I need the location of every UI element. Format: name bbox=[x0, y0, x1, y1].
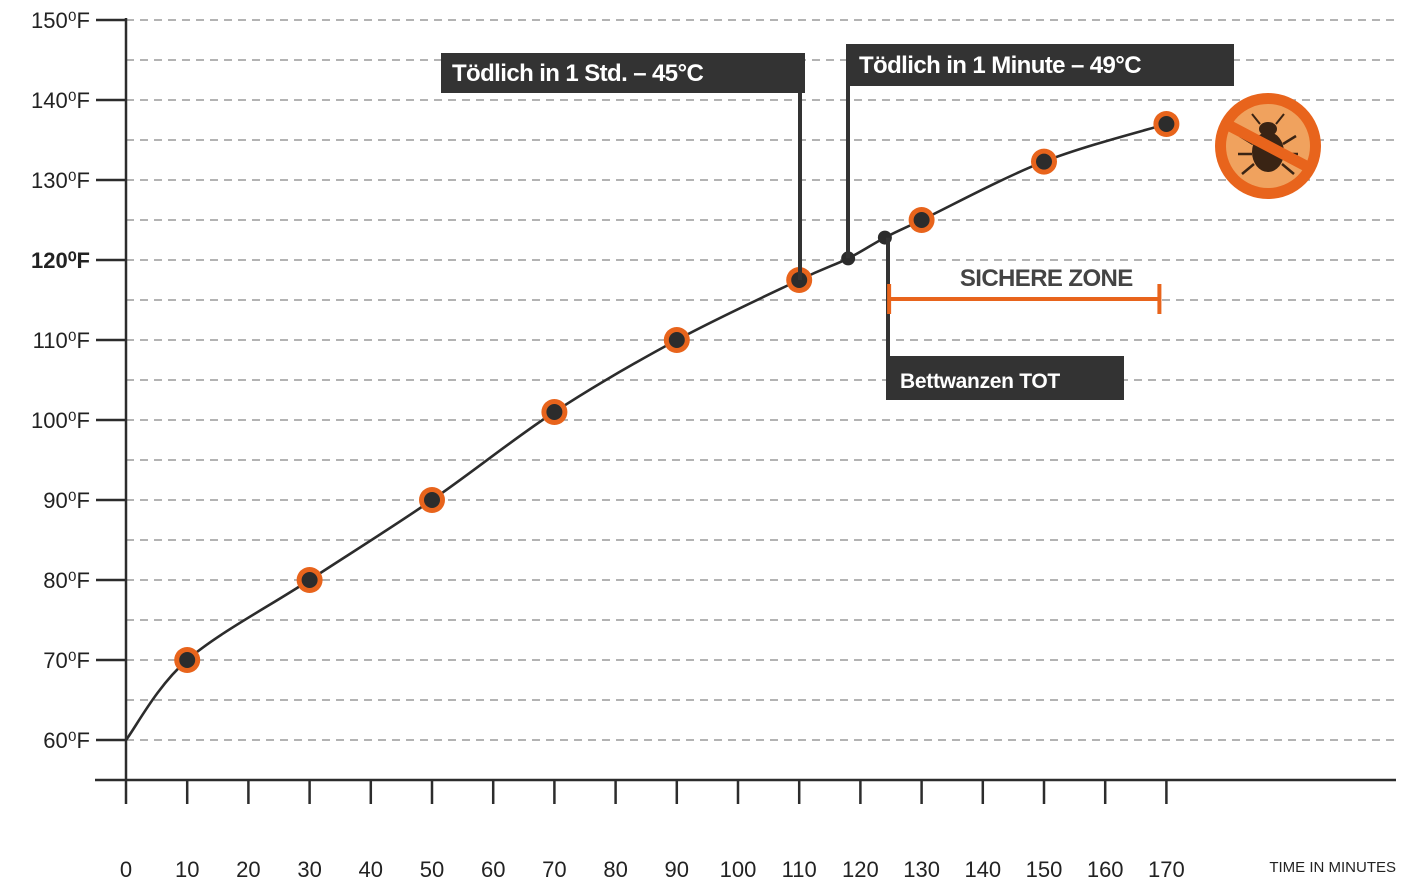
x-tick-label: 40 bbox=[359, 857, 383, 882]
x-tick-label: 150 bbox=[1026, 857, 1063, 882]
x-tick-label: 70 bbox=[542, 857, 566, 882]
no-bedbug-icon bbox=[1215, 93, 1321, 199]
x-tick-label: 160 bbox=[1087, 857, 1124, 882]
x-tick-label: 10 bbox=[175, 857, 199, 882]
data-point bbox=[301, 572, 318, 588]
annotation-box bbox=[848, 44, 1234, 86]
x-tick-label: 140 bbox=[964, 857, 1001, 882]
x-tick-label: 110 bbox=[782, 857, 817, 882]
y-tick-label: 150⁰F bbox=[31, 8, 90, 33]
x-tick-label: 130 bbox=[903, 857, 940, 882]
x-tick-label: 90 bbox=[665, 857, 689, 882]
safe-zone: SICHERE ZONE bbox=[887, 265, 1162, 314]
x-tick-label: 30 bbox=[297, 857, 321, 882]
data-point bbox=[668, 332, 685, 348]
y-tick-label: 60⁰F bbox=[43, 728, 90, 753]
safe-zone-label: SICHERE ZONE bbox=[960, 265, 1133, 292]
x-tick-label: 80 bbox=[603, 857, 627, 882]
x-tick-label: 120 bbox=[842, 857, 879, 882]
data-point bbox=[546, 404, 563, 420]
y-tick-label: 100⁰F bbox=[31, 408, 90, 433]
data-point bbox=[1036, 153, 1052, 170]
x-tick-label: 0 bbox=[120, 857, 132, 882]
grid-lines bbox=[126, 19, 1396, 781]
annotation-label: Tödlich in 1 Std. – 45°C bbox=[452, 60, 704, 87]
x-tick-label: 20 bbox=[236, 857, 260, 882]
x-tick-label: 170 bbox=[1148, 857, 1185, 882]
data-point bbox=[1158, 116, 1175, 132]
annotation-box bbox=[441, 53, 805, 93]
annotation-label: Tödlich in 1 Minute – 49°C bbox=[859, 52, 1141, 79]
x-tick-label: 60 bbox=[481, 857, 505, 882]
y-tick-label: 130⁰F bbox=[31, 168, 90, 193]
y-tick-label: 80⁰F bbox=[43, 568, 90, 593]
axes: 60⁰F 70⁰F 80⁰F 90⁰F 100⁰F 110⁰F 120⁰F 130⁰F 140⁰… bbox=[31, 8, 1396, 882]
annotation-box bbox=[888, 356, 1124, 400]
annotations: Tödlich in 1 Std. – 45°C Tödlich in 1 Min… bbox=[441, 44, 1234, 400]
y-tick-label: 70⁰F bbox=[43, 648, 90, 673]
series-line bbox=[124, 122, 1167, 741]
x-tick-label: 100 bbox=[720, 857, 757, 882]
y-tick-label: 90⁰F bbox=[43, 488, 90, 513]
x-axis-title: TIME IN MINUTES bbox=[1269, 859, 1396, 876]
data-point bbox=[424, 492, 440, 508]
data-point bbox=[913, 212, 930, 228]
x-tick-label: 50 bbox=[420, 857, 444, 882]
y-tick-label: 110⁰F bbox=[33, 328, 90, 353]
y-tick-label: 120⁰F bbox=[31, 248, 90, 273]
annotation-label: Bettwanzen TOT bbox=[900, 370, 1060, 393]
y-tick-label: 140⁰F bbox=[31, 88, 90, 113]
temperature-line bbox=[124, 122, 1167, 741]
data-point bbox=[179, 652, 196, 668]
